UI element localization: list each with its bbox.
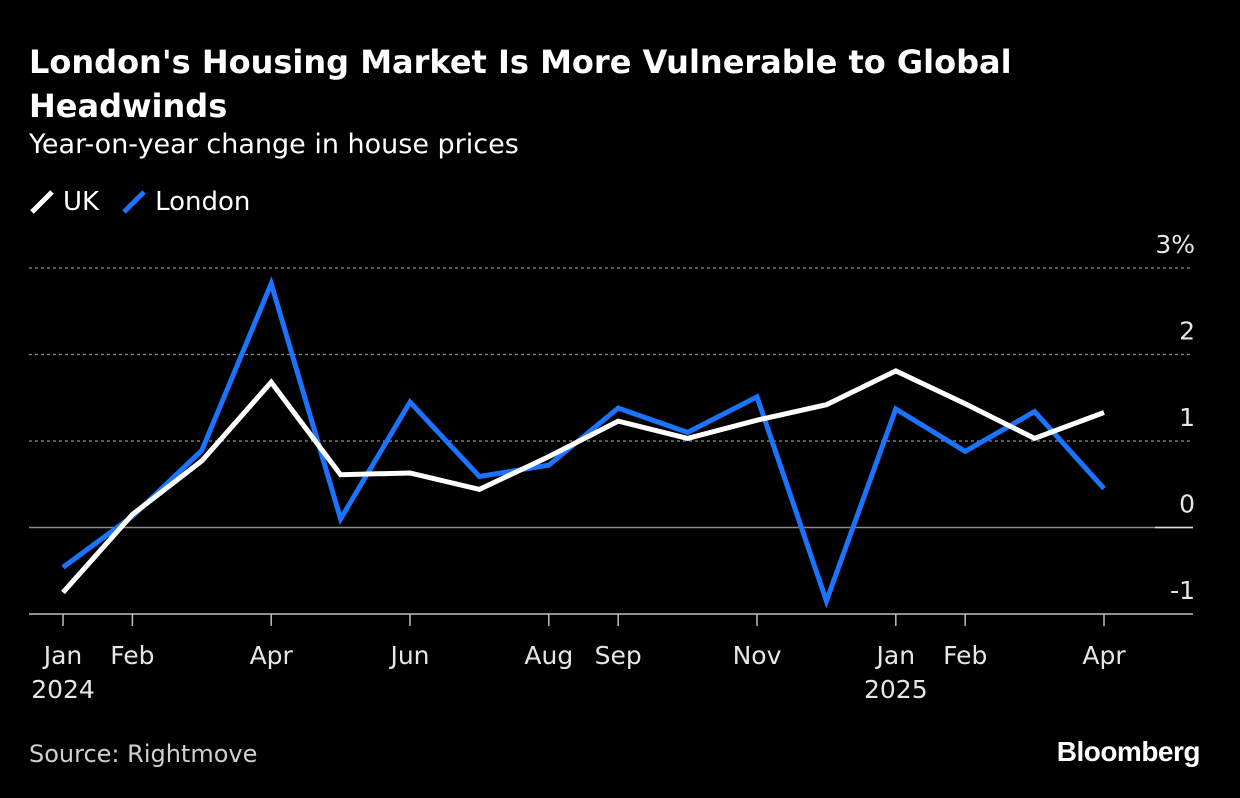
x-tick-label: Jan [875,641,916,670]
y-tick-label: 2 [1179,317,1195,346]
legend-label-uk: UK [63,187,100,217]
legend-item-london: London [121,187,250,217]
legend-item-uk: UK [29,187,99,217]
series-lines [61,276,1106,609]
x-tick-label: Apr [1082,641,1126,670]
series-line-uk [61,368,1105,595]
x-tick-label: Aug [524,641,573,670]
x-tick-year-label: 2025 [864,675,928,704]
x-tick-label: Feb [110,641,154,670]
x-tick-label: Apr [250,641,294,670]
x-tick-label: Jan [42,641,83,670]
legend-swatch-london-icon [122,190,146,214]
x-tick-label: Feb [943,641,987,670]
x-tick-label: Jun [388,641,429,670]
legend-swatch-uk-icon [30,190,54,214]
axes: 3% 2 1 0 -1 Jan 2024 Feb Apr Jun Aug Sep Nov Jan 2025 F… [31,230,1195,704]
x-tick-label: Sep [595,641,642,670]
bloomberg-logo: Bloomberg [1056,736,1201,767]
y-tick-label: -1 [1170,576,1195,605]
y-tick-label: 0 [1179,490,1195,519]
chart-title: London's Housing Market Is More Vulnerab… [29,43,1012,125]
y-tick-label: 1 [1179,403,1195,432]
x-tick-year-label: 2024 [31,675,95,704]
legend-label-london: London [155,187,251,217]
y-tick-label: 3% [1155,230,1195,259]
gridlines [29,267,1193,615]
x-tick-label: Nov [733,641,782,670]
source-note: Source: Rightmove [29,740,258,768]
legend: UK London [29,184,250,220]
chart-subtitle: Year-on-year change in house prices [29,129,519,160]
